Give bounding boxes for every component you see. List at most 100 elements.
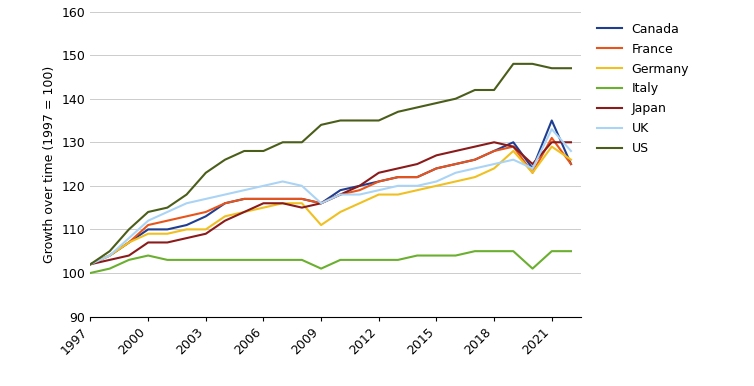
France [432, 166, 441, 171]
US [124, 227, 133, 232]
Japan [336, 192, 345, 197]
Italy [105, 266, 114, 271]
Japan [509, 144, 518, 149]
France [528, 171, 537, 175]
Line: Germany: Germany [90, 147, 571, 264]
France [509, 144, 518, 149]
Germany [489, 166, 498, 171]
Japan [220, 218, 229, 223]
Italy [451, 253, 460, 258]
Japan [240, 210, 249, 214]
Canada [489, 149, 498, 153]
Canada [528, 166, 537, 171]
US [489, 88, 498, 92]
Italy [124, 257, 133, 262]
Line: Canada: Canada [90, 120, 571, 264]
Canada [105, 253, 114, 258]
Japan [259, 201, 268, 206]
Germany [547, 144, 556, 149]
Italy [528, 266, 537, 271]
US [182, 192, 191, 197]
Canada [355, 183, 364, 188]
Japan [201, 232, 210, 236]
Italy [432, 253, 441, 258]
Legend: Canada, France, Germany, Italy, Japan, UK, US: Canada, France, Germany, Italy, Japan, U… [592, 18, 694, 160]
UK [317, 201, 326, 206]
UK [509, 157, 518, 162]
Italy [489, 249, 498, 254]
Italy [547, 249, 556, 254]
Canada [547, 118, 556, 123]
US [220, 157, 229, 162]
Germany [394, 192, 403, 197]
Germany [124, 240, 133, 245]
UK [528, 166, 537, 171]
Japan [278, 201, 287, 206]
Italy [259, 257, 268, 262]
Italy [566, 249, 575, 254]
Canada [451, 162, 460, 166]
US [240, 149, 249, 153]
UK [278, 179, 287, 184]
France [412, 175, 421, 179]
Canada [163, 227, 172, 232]
Canada [509, 140, 518, 145]
Japan [394, 166, 403, 171]
Italy [220, 257, 229, 262]
US [470, 88, 480, 92]
Canada [124, 240, 133, 245]
Italy [297, 257, 306, 262]
Germany [432, 183, 441, 188]
Germany [317, 223, 326, 227]
Y-axis label: Growth over time (1997 = 100): Growth over time (1997 = 100) [43, 65, 57, 263]
UK [86, 262, 95, 267]
UK [566, 149, 575, 153]
Canada [240, 196, 249, 201]
France [143, 223, 152, 227]
Japan [317, 201, 326, 206]
UK [394, 183, 403, 188]
US [278, 140, 287, 145]
Canada [143, 227, 152, 232]
Canada [297, 196, 306, 201]
US [163, 205, 172, 210]
Japan [143, 240, 152, 245]
UK [240, 188, 249, 193]
US [317, 122, 326, 127]
Line: France: France [90, 138, 571, 264]
Italy [143, 253, 152, 258]
UK [163, 210, 172, 214]
Italy [163, 257, 172, 262]
Germany [201, 227, 210, 232]
Japan [105, 257, 114, 262]
Germany [105, 253, 114, 258]
Italy [509, 249, 518, 254]
UK [143, 218, 152, 223]
France [259, 196, 268, 201]
Germany [86, 262, 95, 267]
Line: UK: UK [90, 129, 571, 264]
Italy [394, 257, 403, 262]
UK [201, 196, 210, 201]
Canada [566, 162, 575, 166]
UK [336, 192, 345, 197]
US [451, 96, 460, 101]
Canada [317, 201, 326, 206]
US [259, 149, 268, 153]
France [336, 192, 345, 197]
France [547, 135, 556, 140]
Italy [240, 257, 249, 262]
Germany [220, 214, 229, 218]
Germany [182, 227, 191, 232]
US [336, 118, 345, 123]
France [163, 218, 172, 223]
France [394, 175, 403, 179]
Germany [143, 232, 152, 236]
Canada [86, 262, 95, 267]
Germany [240, 210, 249, 214]
UK [297, 183, 306, 188]
Germany [470, 175, 480, 179]
US [297, 140, 306, 145]
Italy [336, 257, 345, 262]
Line: US: US [90, 64, 571, 264]
